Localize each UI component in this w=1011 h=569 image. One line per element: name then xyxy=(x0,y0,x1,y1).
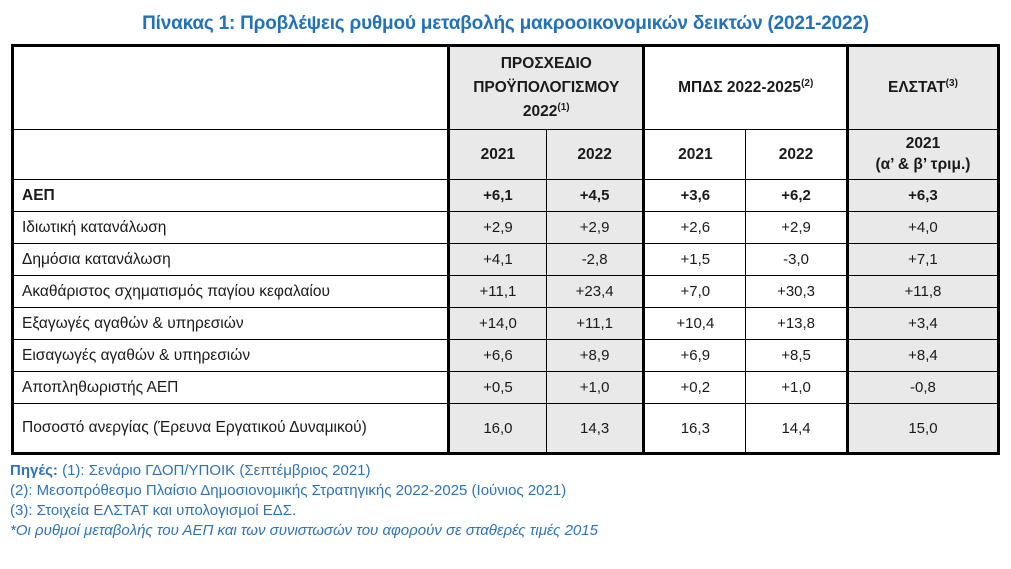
cell: +8,9 xyxy=(545,339,645,372)
footnote-ref-3: (3) xyxy=(945,77,958,89)
row-label: Ποσοστό ανεργίας (Έρευνα Εργατικού Δυναμ… xyxy=(11,403,450,454)
footnote-2-text: (2): Μεσοπρόθεσμο Πλαίσιο Δημοσιονομικής… xyxy=(10,482,567,499)
cell: +2,9 xyxy=(447,211,547,244)
elstat-year-line1: 2021 xyxy=(905,134,941,152)
year-header: 2021 xyxy=(642,129,747,180)
footnote-3-text: (3): Στοιχεία ΕΛΣΤΑΤ και υπολογισμοί ΕΔΣ… xyxy=(10,502,297,519)
table-row-gdp-deflator: Αποπληθωριστής ΑΕΠ +0,5 +1,0 +0,2 +1,0 -… xyxy=(11,371,1000,404)
sources-label: Πηγές: xyxy=(10,462,58,479)
footnote-1-text: (1): Σενάριο ΓΔΟΠ/ΥΠΟΙΚ (Σεπτέμβριος 202… xyxy=(62,462,371,479)
cell: 16,3 xyxy=(642,403,747,454)
header-group-row: ΠΡΟΣΧΕΔΙΟ ΠΡΟΫΠΟΛΟΓΙΣΜΟΥ 2022(1) ΜΠΔΣ 20… xyxy=(11,45,1000,130)
footnote-constant-prices-note: *Οι ρυθμοί μεταβολής του ΑΕΠ και των συν… xyxy=(10,522,598,539)
cell: +2,9 xyxy=(545,211,645,244)
elstat-year-line2: (α’ & β’ τριμ.) xyxy=(875,155,971,173)
cell: +10,4 xyxy=(642,307,747,340)
year-header: 2021 xyxy=(447,129,547,180)
elstat-year-header: 2021 (α’ & β’ τριμ.) xyxy=(845,129,1000,180)
cell: +1,0 xyxy=(745,371,848,404)
cell: 16,0 xyxy=(447,403,547,454)
column-group-draft-budget-label: ΠΡΟΣΧΕΔΙΟ ΠΡΟΫΠΟΛΟΓΙΣΜΟΥ 2022 xyxy=(473,54,620,120)
cell: +8,4 xyxy=(845,339,1000,372)
cell: 14,3 xyxy=(545,403,645,454)
table-row-exports: Εξαγωγές αγαθών & υπηρεσιών +14,0 +11,1 … xyxy=(11,307,1000,340)
cell: +23,4 xyxy=(545,275,645,308)
row-label: Αποπληθωριστής ΑΕΠ xyxy=(11,371,450,404)
row-label: ΑΕΠ xyxy=(11,179,450,212)
cell: +7,1 xyxy=(845,243,1000,276)
cell: +1,5 xyxy=(642,243,747,276)
cell: 15,0 xyxy=(845,403,1000,454)
footnote-ref-1: (1) xyxy=(557,101,570,113)
cell: +0,5 xyxy=(447,371,547,404)
cell: +8,5 xyxy=(745,339,848,372)
cell: +4,5 xyxy=(545,179,645,212)
cell: +0,2 xyxy=(642,371,747,404)
row-label: Ακαθάριστος σχηματισμός παγίου κεφαλαίου xyxy=(11,275,450,308)
cell: +3,4 xyxy=(845,307,1000,340)
cell: -3,0 xyxy=(745,243,848,276)
row-label: Εισαγωγές αγαθών & υπηρεσιών xyxy=(11,339,450,372)
column-group-elstat: ΕΛΣΤΑΤ(3) xyxy=(845,45,1000,130)
year-header: 2022 xyxy=(545,129,645,180)
cell: +7,0 xyxy=(642,275,747,308)
cell: +13,8 xyxy=(745,307,848,340)
cell: -2,8 xyxy=(545,243,645,276)
cell: +11,1 xyxy=(447,275,547,308)
cell: +11,1 xyxy=(545,307,645,340)
table-row-gdp: ΑΕΠ +6,1 +4,5 +3,6 +6,2 +6,3 xyxy=(11,179,1000,212)
cell: 14,4 xyxy=(745,403,848,454)
cell: +2,9 xyxy=(745,211,848,244)
cell: +11,8 xyxy=(845,275,1000,308)
table-row-public-consumption: Δημόσια κατανάλωση +4,1 -2,8 +1,5 -3,0 +… xyxy=(11,243,1000,276)
cell: -0,8 xyxy=(845,371,1000,404)
footnote-ref-2: (2) xyxy=(801,77,814,89)
column-group-draft-budget: ΠΡΟΣΧΕΔΙΟ ΠΡΟΫΠΟΛΟΓΙΣΜΟΥ 2022(1) xyxy=(447,45,645,130)
cell: +4,1 xyxy=(447,243,547,276)
footnote-sources: Πηγές: (1): Σενάριο ΓΔΟΠ/ΥΠΟΙΚ (Σεπτέμβρ… xyxy=(10,461,1011,480)
cell: +6,2 xyxy=(745,179,848,212)
header-years-row: 2021 2022 2021 2022 2021 (α’ & β’ τριμ.) xyxy=(11,129,1000,180)
column-group-elstat-label: ΕΛΣΤΑΤ xyxy=(888,78,946,96)
row-label: Δημόσια κατανάλωση xyxy=(11,243,450,276)
cell: +6,1 xyxy=(447,179,547,212)
table-row-private-consumption: Ιδιωτική κατανάλωση +2,9 +2,9 +2,6 +2,9 … xyxy=(11,211,1000,244)
table-row-imports: Εισαγωγές αγαθών & υπηρεσιών +6,6 +8,9 +… xyxy=(11,339,1000,372)
page-title: Πίνακας 1: Προβλέψεις ρυθμού μεταβολής μ… xyxy=(142,13,869,34)
cell: +4,0 xyxy=(845,211,1000,244)
cell: +6,3 xyxy=(845,179,1000,212)
footnotes: Πηγές: (1): Σενάριο ΓΔΟΠ/ΥΠΟΙΚ (Σεπτέμβρ… xyxy=(10,461,1011,540)
cell: +1,0 xyxy=(545,371,645,404)
cell: +14,0 xyxy=(447,307,547,340)
column-group-mtfs-label: ΜΠΔΣ 2022-2025 xyxy=(678,78,802,96)
table-row-unemployment: Ποσοστό ανεργίας (Έρευνα Εργατικού Δυναμ… xyxy=(11,403,1000,454)
cell: +6,9 xyxy=(642,339,747,372)
table-row-fixed-capital: Ακαθάριστος σχηματισμός παγίου κεφαλαίου… xyxy=(11,275,1000,308)
column-group-mtfs: ΜΠΔΣ 2022-2025(2) xyxy=(642,45,848,130)
year-header: 2022 xyxy=(745,129,848,180)
cell: +3,6 xyxy=(642,179,747,212)
row-label: Εξαγωγές αγαθών & υπηρεσιών xyxy=(11,307,450,340)
empty-corner-cell xyxy=(11,45,450,130)
cell: +2,6 xyxy=(642,211,747,244)
row-label: Ιδιωτική κατανάλωση xyxy=(11,211,450,244)
empty-cell xyxy=(11,129,450,180)
cell: +6,6 xyxy=(447,339,547,372)
macro-indicators-table: ΠΡΟΣΧΕΔΙΟ ΠΡΟΫΠΟΛΟΓΙΣΜΟΥ 2022(1) ΜΠΔΣ 20… xyxy=(11,44,1000,455)
cell: +30,3 xyxy=(745,275,848,308)
